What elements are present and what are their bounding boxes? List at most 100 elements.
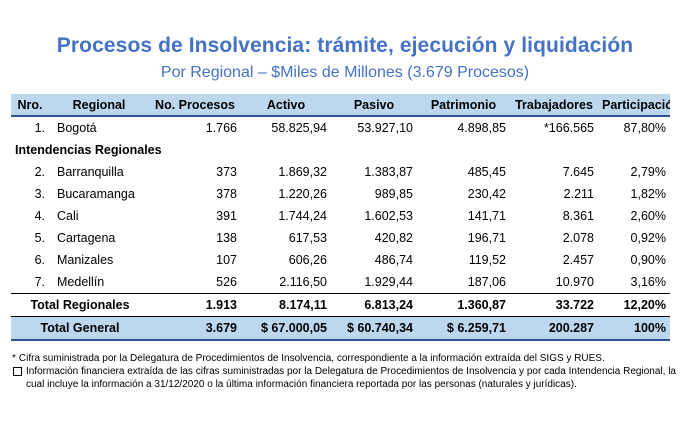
cell-procesos: 391	[216, 209, 237, 223]
cell-regional: Cali	[57, 209, 79, 223]
footnote-1-text: Cifra suministrada por la Delegatura de …	[18, 353, 605, 364]
cell-participacion: 3,16%	[630, 275, 666, 289]
cell-pasivo: 1.929,44	[364, 275, 413, 289]
footnote-1: * Cifra suministrada por la Delegatura d…	[12, 352, 676, 365]
table-row: 3. Bucaramanga 378 1.220,26 989,85 230,42 2.21…	[11, 183, 670, 205]
cell-patrimonio: $ 6.259,71	[417, 316, 510, 341]
cell-nro: 5.	[34, 231, 45, 245]
cell-activo: 1.869,32	[278, 165, 327, 179]
cell-patrimonio: 485,45	[467, 165, 506, 179]
cell-activo: 617,53	[288, 231, 327, 245]
cell-pasivo: 1.383,87	[364, 165, 413, 179]
table-row: 5. Cartagena 138 617,53 420,82 196,71 2.078 0,9…	[11, 227, 670, 249]
table-row-bogota: 1. Bogotá 1.766 58.825,94 53.927,10 4.89…	[11, 116, 670, 139]
cell-procesos: 373	[216, 165, 237, 179]
cell-regional: Bogotá	[57, 121, 97, 135]
col-header-participacion: Participación	[598, 94, 670, 117]
table-row: 7. Medellín 526 2.116,50 1.929,44 187,06 10.97…	[11, 271, 670, 294]
cell-nro: 7.	[34, 275, 45, 289]
footnote-2: Información financiera extraída de las c…	[12, 365, 676, 391]
cell-patrimonio: 1.360,87	[417, 293, 510, 317]
cell-patrimonio: 230,42	[467, 187, 506, 201]
cell-trabajadores: 200.287	[510, 316, 598, 341]
cell-regional: Manizales	[57, 253, 114, 267]
report-subtitle: Por Regional – $Miles de Millones (3.679…	[160, 64, 530, 81]
cell-activo: 1.220,26	[278, 187, 327, 201]
report-title: Procesos de Insolvencia: trámite, ejecuc…	[56, 34, 634, 57]
footnote-2-text: Información financiera extraída de las c…	[26, 366, 676, 390]
cell-patrimonio: 196,71	[467, 231, 506, 245]
col-header-trabajadores: Trabajadores	[510, 94, 598, 117]
cell-nro: 6.	[34, 253, 45, 267]
cell-participacion: 1,82%	[630, 187, 666, 201]
cell-activo: $ 67.000,05	[241, 316, 331, 341]
cell-trabajadores: 7.645	[562, 165, 594, 179]
cell-activo: 58.825,94	[271, 121, 327, 135]
cell-pasivo: 420,82	[374, 231, 413, 245]
regional-rows: 2. Barranquilla 373 1.869,32 1.383,87 485,45 7…	[11, 161, 670, 294]
cell-procesos: 378	[216, 187, 237, 201]
cell-pasivo: 1.602,53	[364, 209, 413, 223]
cell-pasivo: $ 60.740,34	[331, 316, 417, 341]
cell-procesos: 1.766	[205, 121, 237, 135]
cell-regional: Barranquilla	[57, 165, 124, 179]
col-header-activo: Activo	[241, 94, 331, 117]
cell-patrimonio: 4.898,85	[457, 121, 506, 135]
cell-activo: 1.744,24	[278, 209, 327, 223]
cell-nro: 1.	[34, 121, 45, 135]
cell-procesos: 138	[216, 231, 237, 245]
table-row: 4. Cali 391 1.744,24 1.602,53 141,71 8.361 2,60…	[11, 205, 670, 227]
col-header-pasivo: Pasivo	[331, 94, 417, 117]
table-row: 6. Manizales 107 606,26 486,74 119,52 2.457 0,9…	[11, 249, 670, 271]
section-row-intendencias: Intendencias Regionales	[11, 139, 670, 161]
col-header-nro: Nro.	[11, 94, 49, 117]
insolvency-table: Nro. Regional No. Procesos Activo Pasivo…	[11, 94, 670, 341]
col-header-regional: Regional	[49, 94, 149, 117]
cell-trabajadores: 33.722	[510, 293, 598, 317]
total-regionales-label: Total Regionales	[11, 293, 149, 317]
cell-procesos: 3.679	[149, 316, 241, 341]
table-row: 2. Barranquilla 373 1.869,32 1.383,87 485,45 7…	[11, 161, 670, 183]
cell-patrimonio: 119,52	[468, 253, 506, 267]
cell-procesos: 1.913	[149, 293, 241, 317]
cell-trabajadores: 10.970	[555, 275, 594, 289]
footnote-asterisk: *	[12, 353, 16, 364]
checkbox-bullet-icon	[13, 367, 22, 376]
cell-patrimonio: 187,06	[467, 275, 506, 289]
cell-participacion: 2,79%	[630, 165, 666, 179]
cell-regional: Bucaramanga	[57, 187, 135, 201]
total-general-row: Total General 3.679 $ 67.000,05 $ 60.740…	[11, 316, 670, 341]
cell-participacion: 87,80%	[623, 121, 666, 135]
cell-trabajadores: 8.361	[562, 209, 594, 223]
cell-activo: 8.174,11	[241, 293, 331, 317]
cell-pasivo: 989,85	[374, 187, 413, 201]
cell-nro: 4.	[34, 209, 45, 223]
cell-regional: Cartagena	[57, 231, 116, 245]
cell-pasivo: 486,74	[374, 253, 413, 267]
col-header-procesos: No. Procesos	[149, 94, 241, 117]
cell-patrimonio: 141,71	[467, 209, 506, 223]
cell-procesos: 526	[216, 275, 237, 289]
cell-pasivo: 6.813,24	[331, 293, 417, 317]
cell-procesos: 107	[216, 253, 237, 267]
cell-participacion: 100%	[598, 316, 670, 341]
cell-participacion: 0,92%	[630, 231, 666, 245]
cell-activo: 2.116,50	[279, 275, 327, 289]
cell-pasivo: 53.927,10	[357, 121, 413, 135]
cell-trabajadores: 2.457	[562, 253, 594, 267]
total-regionales-row: Total Regionales 1.913 8.174,11 6.813,24…	[11, 293, 670, 317]
cell-participacion: 12,20%	[598, 293, 670, 317]
cell-trabajadores: 2.078	[562, 231, 594, 245]
total-general-label: Total General	[11, 316, 149, 341]
cell-activo: 606,26	[288, 253, 327, 267]
section-label: Intendencias Regionales	[15, 143, 162, 157]
cell-participacion: 0,90%	[630, 253, 666, 267]
cell-nro: 2.	[34, 165, 45, 179]
table-header-row: Nro. Regional No. Procesos Activo Pasivo…	[11, 94, 670, 117]
col-header-patrimonio: Patrimonio	[417, 94, 510, 117]
cell-trabajadores: *166.565	[543, 121, 594, 135]
footnotes: * Cifra suministrada por la Delegatura d…	[12, 352, 676, 391]
cell-regional: Medellín	[57, 275, 105, 289]
cell-nro: 3.	[34, 187, 45, 201]
cell-participacion: 2,60%	[630, 209, 666, 223]
